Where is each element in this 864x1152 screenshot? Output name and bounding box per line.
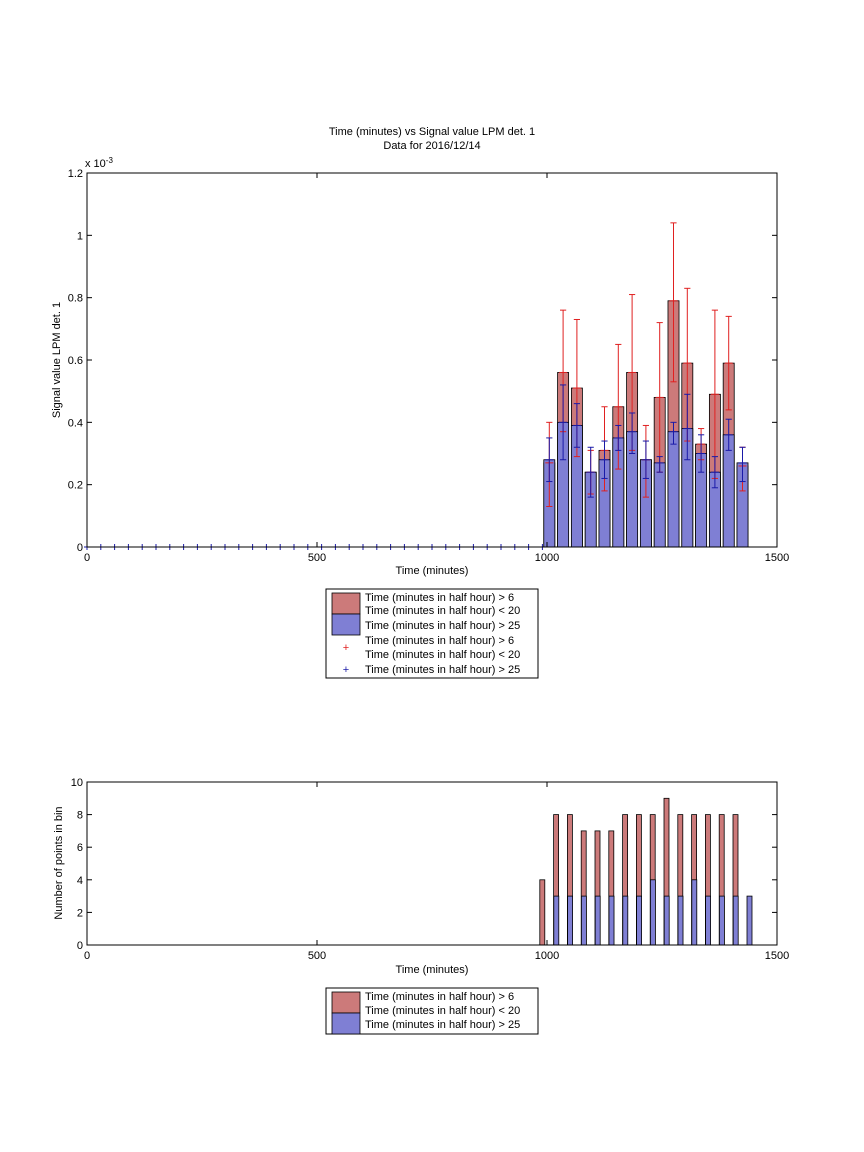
legend-swatch-red [331, 592, 361, 615]
x-tick-label: 500 [308, 950, 326, 962]
y-tick-label: 4 [77, 875, 83, 887]
y-tick-label: 6 [77, 842, 83, 854]
legend: Time (minutes in half hour) > 6 Time (mi… [325, 987, 539, 1035]
y-tick-label: 1.2 [68, 168, 83, 180]
x-axis-label: Time (minutes) [396, 565, 469, 577]
x-axis-label: Time (minutes) [396, 964, 469, 976]
y-axis-label: Number of points in bin [53, 806, 65, 919]
bar-blue [667, 431, 680, 548]
count-bar-blue [650, 879, 656, 946]
y-exponent-label: x 10-3 [85, 156, 113, 170]
legend-plus-blue: + [343, 664, 349, 676]
count-bar-blue [567, 895, 573, 946]
y-tick-label: 0 [77, 542, 83, 554]
count-bar-blue [705, 895, 711, 946]
legend-plus-red: + [343, 642, 349, 654]
chart-subtitle: Data for 2016/12/14 [383, 140, 480, 152]
y-tick-label: 10 [71, 777, 83, 789]
y-tick-label: 0.6 [68, 355, 83, 367]
y-axis-label: Signal value LPM det. 1 [51, 302, 63, 418]
signal-bars [543, 300, 749, 548]
legend-swatch-red [331, 991, 361, 1014]
x-tick-label: 1000 [535, 950, 559, 962]
y-tick-label: 2 [77, 907, 83, 919]
count-bar-blue [608, 895, 615, 946]
x-tick-label: 1500 [765, 950, 789, 962]
legend-entry: Time (minutes in half hour) < 20 [365, 605, 520, 617]
x-tick-label: 0 [84, 950, 90, 962]
legend-entry: Time (minutes in half hour) > 25 [365, 1019, 520, 1031]
legend-entry: Time (minutes in half hour) > 6 [365, 635, 514, 647]
legend-entry: Time (minutes in half hour) < 20 [365, 649, 520, 661]
y-tick-label: 0.2 [68, 480, 83, 492]
count-bar-blue [677, 895, 684, 946]
count-bar-blue [719, 895, 725, 946]
legend-box [325, 987, 539, 1035]
count-bar-blue [732, 895, 739, 946]
y-tick-label: 0.4 [68, 417, 83, 429]
x-tick-label: 1500 [765, 552, 789, 564]
plot-area-frame [86, 781, 778, 946]
x-tick-label: 500 [308, 552, 326, 564]
count-bar-blue [553, 895, 560, 946]
legend-entry: Time (minutes in half hour) < 20 [365, 1005, 520, 1017]
count-bar-blue [581, 895, 587, 946]
legend-entry: Time (minutes in half hour) > 6 [365, 991, 514, 1003]
legend-box [325, 588, 539, 679]
count-bar-blue [636, 895, 642, 946]
legend-entry: Time (minutes in half hour) > 6 [365, 592, 514, 604]
count-bar-red [539, 879, 546, 946]
count-bar-blue [594, 895, 601, 946]
legend-entry: Time (minutes in half hour) > 25 [365, 620, 520, 632]
axis-ticks: 0 500 1000 1500 0 0.2 0.4 0.6 0.8 1 1.2 [68, 168, 790, 564]
y-tick-label: 1 [77, 230, 83, 242]
count-bar-blue [622, 895, 629, 946]
bar-blue [653, 462, 666, 548]
legend-swatch-blue [331, 1012, 361, 1035]
legend: + + Time (minutes in half hour) > 6 Time… [325, 588, 539, 679]
count-bar-blue [691, 879, 698, 946]
bar-blue [722, 434, 735, 548]
legend-entry: Time (minutes in half hour) > 25 [365, 664, 520, 676]
y-tick-label: 0.8 [68, 293, 83, 305]
count-chart: 0 500 1000 1500 0 2 4 6 8 10 Time (minutes) Numbe… [53, 777, 789, 1035]
x-tick-label: 0 [84, 552, 90, 564]
legend-swatch-blue [331, 613, 361, 636]
count-bar-blue [663, 895, 670, 946]
signal-chart: Time (minutes) vs Signal value LPM det. … [51, 126, 790, 679]
count-bar-blue [746, 895, 753, 946]
y-tick-label: 0 [77, 940, 83, 952]
chart-title: Time (minutes) vs Signal value LPM det. … [329, 126, 535, 138]
axis-ticks: 0 500 1000 1500 0 2 4 6 8 10 [71, 777, 789, 962]
x-tick-label: 1000 [535, 552, 559, 564]
count-bars [539, 797, 753, 946]
signal-error-bars [545, 222, 747, 507]
y-tick-label: 8 [77, 810, 83, 822]
